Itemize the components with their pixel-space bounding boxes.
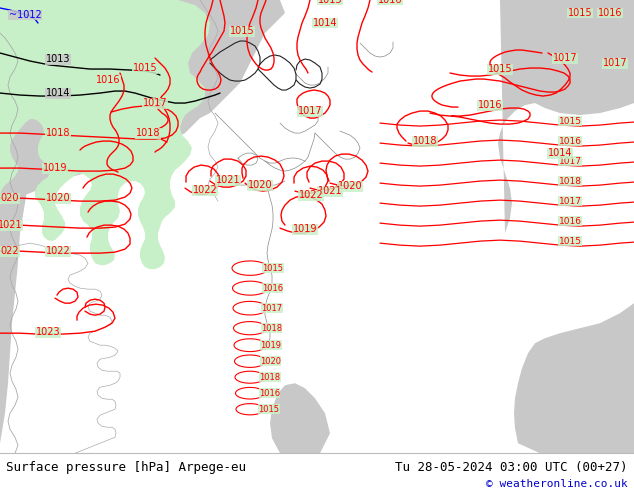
Text: Tu 28-05-2024 03:00 UTC (00+27): Tu 28-05-2024 03:00 UTC (00+27) — [395, 461, 628, 474]
Polygon shape — [498, 0, 634, 233]
Text: 1016: 1016 — [598, 8, 622, 18]
Text: © weatheronline.co.uk: © weatheronline.co.uk — [486, 480, 628, 490]
Text: 1018: 1018 — [559, 176, 581, 186]
Text: 1022: 1022 — [299, 190, 323, 200]
Text: 1015: 1015 — [230, 26, 254, 36]
Text: 1017: 1017 — [603, 58, 627, 68]
Text: 1017: 1017 — [261, 304, 283, 313]
Text: 1015: 1015 — [488, 64, 512, 74]
Text: 1015: 1015 — [559, 117, 581, 125]
Text: 1015: 1015 — [259, 405, 280, 414]
Text: 1015: 1015 — [567, 8, 592, 18]
Text: 1016: 1016 — [559, 137, 581, 146]
Text: 1022: 1022 — [46, 246, 70, 256]
Text: 1020: 1020 — [46, 193, 70, 203]
Text: 1020: 1020 — [248, 180, 273, 190]
Text: 1014: 1014 — [548, 148, 573, 158]
Text: 1020: 1020 — [260, 357, 281, 366]
Text: 1019: 1019 — [42, 163, 67, 173]
Text: 1022: 1022 — [193, 185, 217, 195]
Text: 1016: 1016 — [259, 389, 280, 398]
Text: 1014: 1014 — [313, 18, 337, 28]
Text: 1021: 1021 — [216, 175, 240, 185]
Text: 1015: 1015 — [262, 264, 283, 272]
Text: 1019: 1019 — [261, 341, 281, 350]
Text: 1021: 1021 — [0, 220, 22, 230]
Text: 1016: 1016 — [262, 284, 283, 293]
Text: ~1012: ~1012 — [9, 10, 41, 20]
Text: 1018: 1018 — [261, 324, 282, 333]
Text: 1016: 1016 — [478, 100, 502, 110]
Text: 1013: 1013 — [46, 54, 70, 64]
Text: 1018: 1018 — [46, 128, 70, 138]
Polygon shape — [270, 383, 330, 453]
Text: 1018: 1018 — [136, 128, 160, 138]
Text: 1023: 1023 — [36, 327, 60, 337]
Text: 1015: 1015 — [559, 237, 581, 245]
Text: 022: 022 — [1, 246, 19, 256]
Text: 1020: 1020 — [338, 181, 362, 191]
Text: 1014: 1014 — [46, 88, 70, 98]
Text: 1018: 1018 — [413, 136, 437, 146]
Text: 1016: 1016 — [96, 75, 120, 85]
Text: 1015: 1015 — [318, 0, 342, 5]
Text: 1017: 1017 — [298, 106, 322, 116]
Text: 1019: 1019 — [293, 224, 317, 234]
Text: 1015: 1015 — [133, 63, 157, 73]
Text: 1017: 1017 — [559, 157, 581, 166]
Text: 1021: 1021 — [318, 186, 342, 196]
Text: 1017: 1017 — [143, 98, 167, 108]
Text: 1016: 1016 — [559, 217, 581, 225]
Polygon shape — [0, 0, 210, 269]
Text: 1017: 1017 — [559, 196, 581, 206]
Text: Surface pressure [hPa] Arpege-eu: Surface pressure [hPa] Arpege-eu — [6, 461, 247, 474]
Polygon shape — [0, 0, 285, 205]
Polygon shape — [514, 303, 634, 453]
Polygon shape — [0, 0, 85, 443]
Text: 1018: 1018 — [259, 373, 281, 382]
Text: 1017: 1017 — [553, 53, 578, 63]
Text: 1016: 1016 — [378, 0, 402, 5]
Text: 020: 020 — [1, 193, 19, 203]
